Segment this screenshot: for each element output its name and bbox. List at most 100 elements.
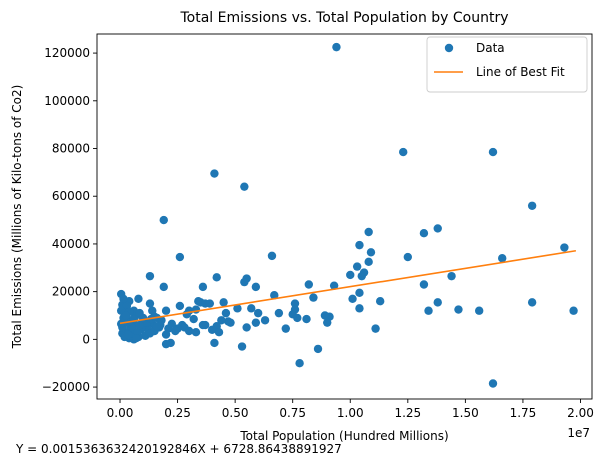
data-point xyxy=(364,227,373,237)
data-point xyxy=(198,282,208,292)
data-point xyxy=(134,294,143,304)
data-point xyxy=(145,271,155,281)
data-point xyxy=(309,293,318,302)
data-point xyxy=(175,301,185,311)
data-point xyxy=(171,326,180,336)
data-point xyxy=(419,228,429,238)
data-point xyxy=(527,298,537,307)
data-point xyxy=(167,319,177,329)
y-axis-label: Total Emissions (Millions of Kilo-tons o… xyxy=(10,85,24,350)
data-point xyxy=(332,42,341,52)
y-axis-ticks: −20000 0 20000 40000 60000 80000 100000 120000 xyxy=(42,46,97,394)
data-point xyxy=(189,314,198,324)
y-tick-label: 0 xyxy=(82,332,90,346)
plot-frame xyxy=(96,33,593,400)
plot-area xyxy=(97,34,592,399)
y-tick-label: 20000 xyxy=(52,285,90,299)
legend-data-marker xyxy=(444,43,454,53)
data-point xyxy=(212,273,221,282)
x-tick-label: 1.25 xyxy=(394,406,421,420)
data-point xyxy=(205,299,215,308)
data-point xyxy=(569,306,578,315)
data-point xyxy=(329,281,339,290)
data-point xyxy=(123,330,133,339)
data-point xyxy=(251,282,261,292)
data-point xyxy=(119,294,128,304)
x-tick-label: 0.25 xyxy=(164,406,191,420)
x-tick-label: 0.50 xyxy=(222,406,249,420)
data-point xyxy=(281,324,290,333)
data-point xyxy=(182,310,191,319)
data-point xyxy=(424,306,433,315)
data-point xyxy=(447,271,456,281)
data-point xyxy=(161,339,171,349)
data-point xyxy=(454,305,463,314)
data-point xyxy=(198,320,208,330)
y-tick-label: 60000 xyxy=(52,189,90,203)
data-point xyxy=(226,318,235,327)
legend: Data Line of Best Fit xyxy=(426,36,588,93)
data-point xyxy=(560,243,569,252)
data-point xyxy=(214,328,224,337)
fit-line xyxy=(119,249,577,325)
data-point xyxy=(184,326,194,336)
data-point xyxy=(237,342,247,351)
data-point xyxy=(364,257,373,267)
data-point xyxy=(274,308,284,318)
data-point xyxy=(348,294,357,304)
data-point xyxy=(474,306,484,315)
data-point xyxy=(251,318,261,327)
data-point xyxy=(290,299,300,308)
data-point xyxy=(191,328,201,337)
data-point xyxy=(161,306,171,315)
x-offset-text: 1e7 xyxy=(567,426,590,440)
y-tick-label: 40000 xyxy=(52,237,90,251)
data-point xyxy=(233,304,242,313)
x-tick-label: 0.00 xyxy=(107,406,134,420)
data-point xyxy=(152,322,162,331)
data-point xyxy=(210,338,219,348)
data-point xyxy=(488,147,498,157)
data-point xyxy=(498,254,507,263)
data-point xyxy=(323,318,332,327)
data-point xyxy=(403,252,413,262)
x-tick-label: 1.50 xyxy=(452,406,479,420)
data-point xyxy=(357,271,366,281)
data-point xyxy=(399,147,408,157)
data-point xyxy=(419,280,429,289)
data-point xyxy=(240,277,249,287)
data-point xyxy=(217,316,226,325)
data-point xyxy=(355,288,364,298)
y-tick-label: 100000 xyxy=(44,94,90,108)
data-point xyxy=(295,359,304,368)
data-point xyxy=(247,304,256,313)
data-point xyxy=(302,314,311,324)
data-point xyxy=(355,304,364,313)
data-point xyxy=(293,313,302,323)
data-point xyxy=(371,324,380,333)
x-tick-label: 2.00 xyxy=(567,406,594,420)
y-tick-label: 120000 xyxy=(44,46,90,60)
data-point xyxy=(313,344,323,354)
data-point xyxy=(267,251,277,261)
data-point xyxy=(320,311,330,320)
data-point xyxy=(375,296,385,306)
data-point xyxy=(527,201,537,210)
data-point xyxy=(121,311,130,320)
data-point xyxy=(242,323,251,332)
data-point xyxy=(433,298,442,307)
data-point xyxy=(304,280,314,289)
legend-data-label: Data xyxy=(476,41,505,55)
data-point xyxy=(145,329,155,338)
data-point xyxy=(346,270,355,280)
data-point xyxy=(270,291,279,300)
fit-equation: Y = 0.0015363632420192846X + 6728.864388… xyxy=(15,442,342,456)
data-point xyxy=(175,252,185,262)
x-axis-label: Total Population (Hundred Millions) xyxy=(239,429,448,443)
data-point xyxy=(145,299,155,308)
data-point xyxy=(366,248,376,257)
data-point xyxy=(260,316,270,325)
data-point xyxy=(159,282,168,292)
data-points xyxy=(116,42,578,388)
